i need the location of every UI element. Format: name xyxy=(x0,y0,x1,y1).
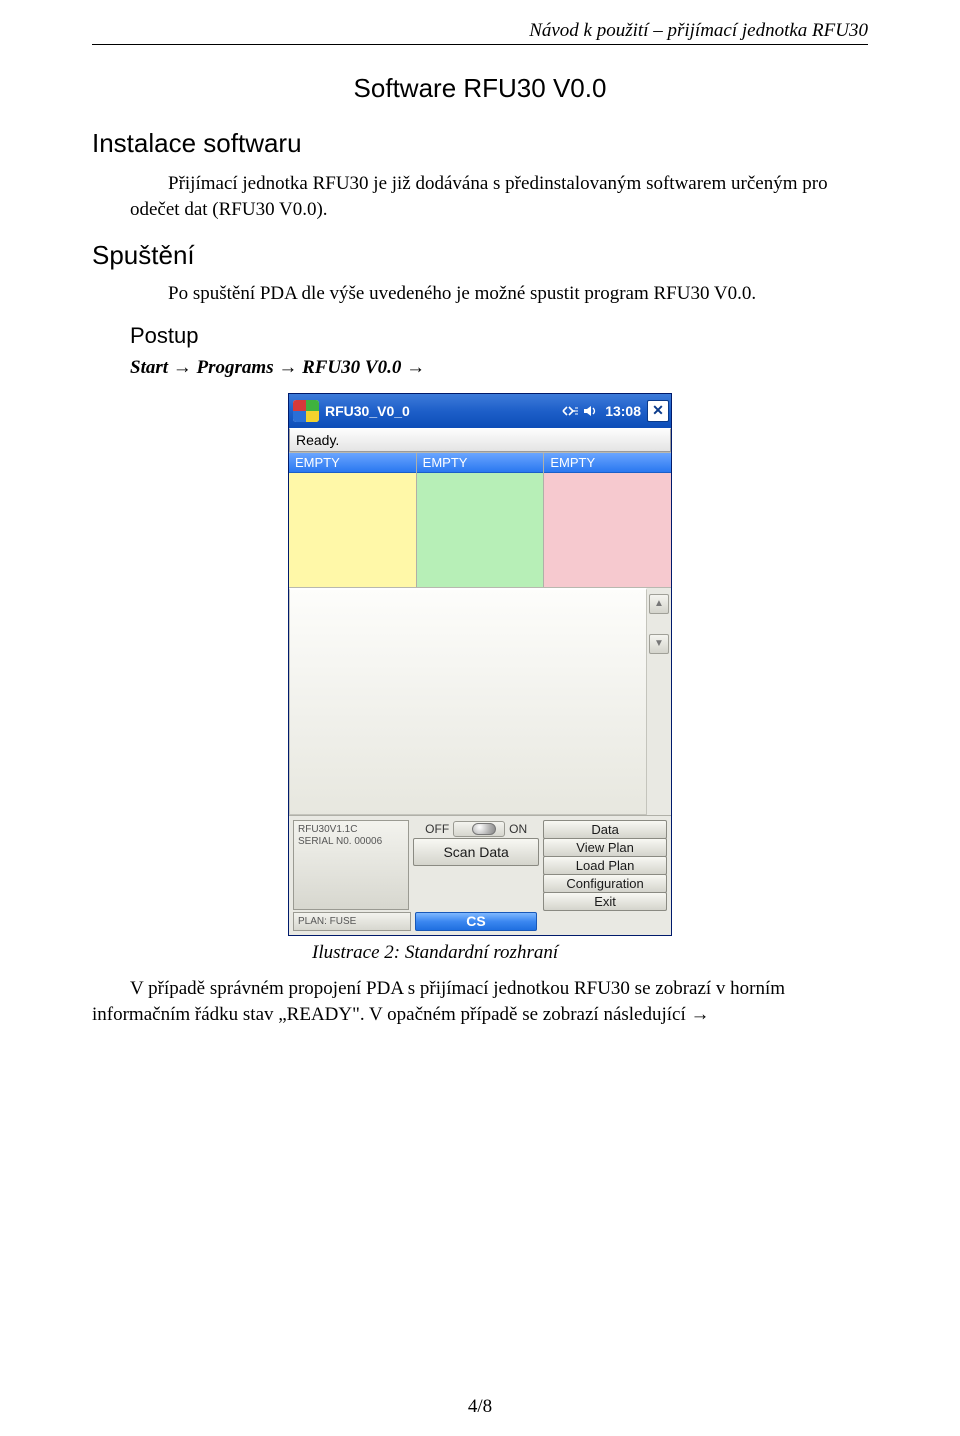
exit-button[interactable]: Exit xyxy=(543,892,667,911)
status-bar: Ready. xyxy=(289,428,671,452)
pda-bottom-row1: RFU30V1.1C SERIAL N0. 00006 OFF ON Scan … xyxy=(293,820,667,910)
device-info-line2: SERIAL N0. 00006 xyxy=(298,836,404,848)
plan-box: PLAN: FUSE xyxy=(293,912,411,931)
doc-header: Návod k použití – přijímací jednotka RFU… xyxy=(92,20,868,45)
switch-knob xyxy=(472,823,496,835)
language-button[interactable]: CS xyxy=(415,912,537,931)
heading-procedure: Postup xyxy=(130,323,868,349)
side-buttons: Data View Plan Load Plan Configuration E… xyxy=(543,820,667,910)
pda-list-area: ▲ ▼ xyxy=(289,588,671,816)
panel-2[interactable]: EMPTY xyxy=(417,453,545,587)
pda-list-main[interactable] xyxy=(289,588,647,815)
scroll-down-button[interactable]: ▼ xyxy=(649,634,669,654)
pda-window: RFU30_V0_0 13:08 ✕ Ready. xyxy=(288,393,672,936)
screenshot-container: RFU30_V0_0 13:08 ✕ Ready. xyxy=(92,393,868,936)
toggle-off-label: OFF xyxy=(425,822,449,836)
data-button[interactable]: Data xyxy=(543,820,667,839)
pda-panels: EMPTY EMPTY EMPTY xyxy=(289,452,671,588)
page: Návod k použití – přijímací jednotka RFU… xyxy=(0,0,960,1436)
panel-3-head: EMPTY xyxy=(544,453,671,473)
connectivity-icon[interactable] xyxy=(561,404,579,418)
toggle-labels: OFF ON xyxy=(413,820,539,838)
power-switch[interactable] xyxy=(453,821,505,837)
panel-1-head: EMPTY xyxy=(289,453,416,473)
device-info-line1: RFU30V1.1C xyxy=(298,824,404,836)
panel-2-body xyxy=(417,473,544,587)
para-result: V případě správném propojení PDA s přijí… xyxy=(92,976,868,1027)
speaker-icon[interactable] xyxy=(583,404,599,418)
pda-title-text: RFU30_V0_0 xyxy=(325,403,561,419)
scroll-up-button[interactable]: ▲ xyxy=(649,594,669,614)
para-install: Přijímací jednotka RFU30 je již dodávána… xyxy=(130,171,868,222)
start-flag-icon[interactable] xyxy=(293,400,319,422)
pda-status-icons xyxy=(561,404,599,418)
page-footer: 4/8 xyxy=(0,1396,960,1418)
scan-data-button[interactable]: Scan Data xyxy=(413,838,539,866)
center-title: Software RFU30 V0.0 xyxy=(92,73,868,104)
figure-caption: Ilustrace 2: Standardní rozhraní xyxy=(312,942,868,964)
view-plan-button[interactable]: View Plan xyxy=(543,838,667,857)
device-info-box: RFU30V1.1C SERIAL N0. 00006 xyxy=(293,820,409,910)
toggle-area: OFF ON Scan Data xyxy=(413,820,539,910)
pda-bottom: RFU30V1.1C SERIAL N0. 00006 OFF ON Scan … xyxy=(289,816,671,935)
panel-2-head: EMPTY xyxy=(417,453,544,473)
toggle-on-label: ON xyxy=(509,822,527,836)
close-button[interactable]: ✕ xyxy=(647,400,669,422)
para-launch: Po spuštění PDA dle výše uvedeného je mo… xyxy=(130,281,868,307)
load-plan-button[interactable]: Load Plan xyxy=(543,856,667,875)
panel-1-body xyxy=(289,473,416,587)
pda-bottom-row2: PLAN: FUSE CS xyxy=(293,912,667,931)
bottom-spacer xyxy=(541,912,667,931)
pda-titlebar: RFU30_V0_0 13:08 ✕ xyxy=(289,394,671,428)
panel-3[interactable]: EMPTY xyxy=(544,453,671,587)
pda-clock: 13:08 xyxy=(605,403,641,419)
panel-3-body xyxy=(544,473,671,587)
panel-1[interactable]: EMPTY xyxy=(289,453,417,587)
heading-launch: Spuštění xyxy=(92,240,868,271)
heading-install: Instalace softwaru xyxy=(92,128,868,159)
configuration-button[interactable]: Configuration xyxy=(543,874,667,893)
path-text: Start → Programs → RFU30 V0.0 → xyxy=(130,357,868,379)
pda-list-scrollbar: ▲ ▼ xyxy=(647,588,671,815)
